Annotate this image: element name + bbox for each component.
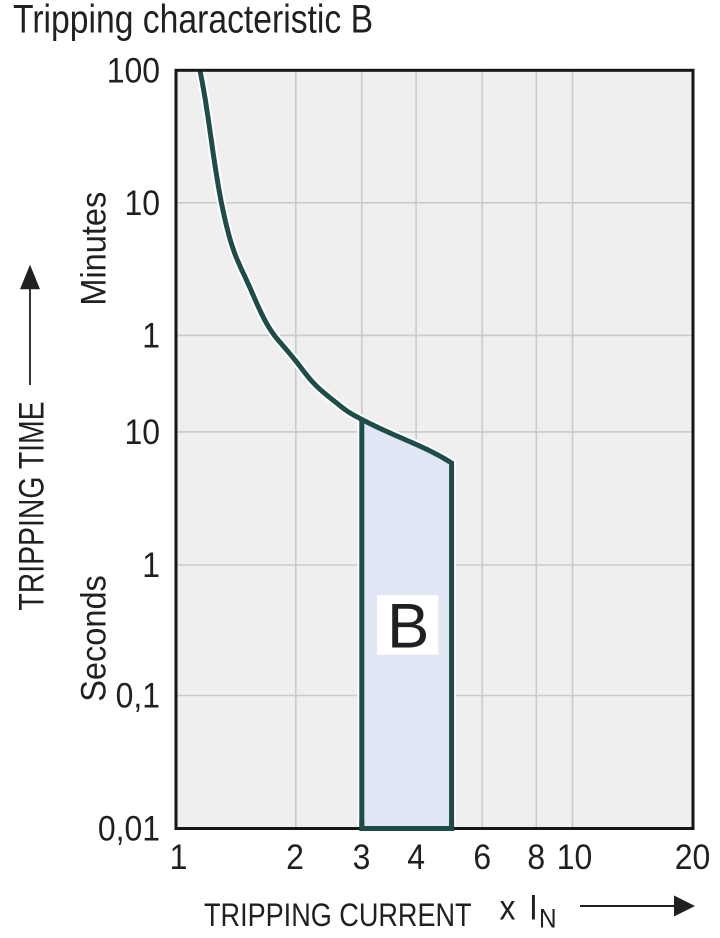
- svg-text:6: 6: [473, 837, 491, 877]
- svg-text:1: 1: [142, 546, 160, 586]
- svg-text:N: N: [539, 905, 557, 934]
- svg-text:20: 20: [675, 837, 711, 877]
- svg-text:Seconds: Seconds: [74, 575, 113, 702]
- svg-text:8: 8: [527, 837, 545, 877]
- svg-text:10: 10: [557, 837, 593, 877]
- svg-text:0,1: 0,1: [116, 676, 160, 716]
- svg-text:Minutes: Minutes: [74, 192, 113, 306]
- svg-text:B: B: [387, 591, 429, 661]
- svg-text:2: 2: [286, 837, 304, 877]
- svg-text:x: x: [500, 888, 516, 928]
- svg-text:10: 10: [124, 183, 160, 223]
- svg-text:I: I: [529, 888, 538, 928]
- svg-text:4: 4: [407, 837, 425, 877]
- svg-text:Tripping characteristic B: Tripping characteristic B: [13, 0, 373, 41]
- svg-text:10: 10: [124, 413, 160, 453]
- svg-text:1: 1: [142, 316, 160, 356]
- svg-text:TRIPPING CURRENT: TRIPPING CURRENT: [204, 898, 472, 934]
- svg-text:100: 100: [107, 51, 160, 91]
- svg-text:1: 1: [170, 837, 188, 877]
- svg-text:TRIPPING TIME: TRIPPING TIME: [11, 401, 51, 610]
- svg-text:3: 3: [353, 837, 371, 877]
- svg-text:0,01: 0,01: [98, 809, 160, 849]
